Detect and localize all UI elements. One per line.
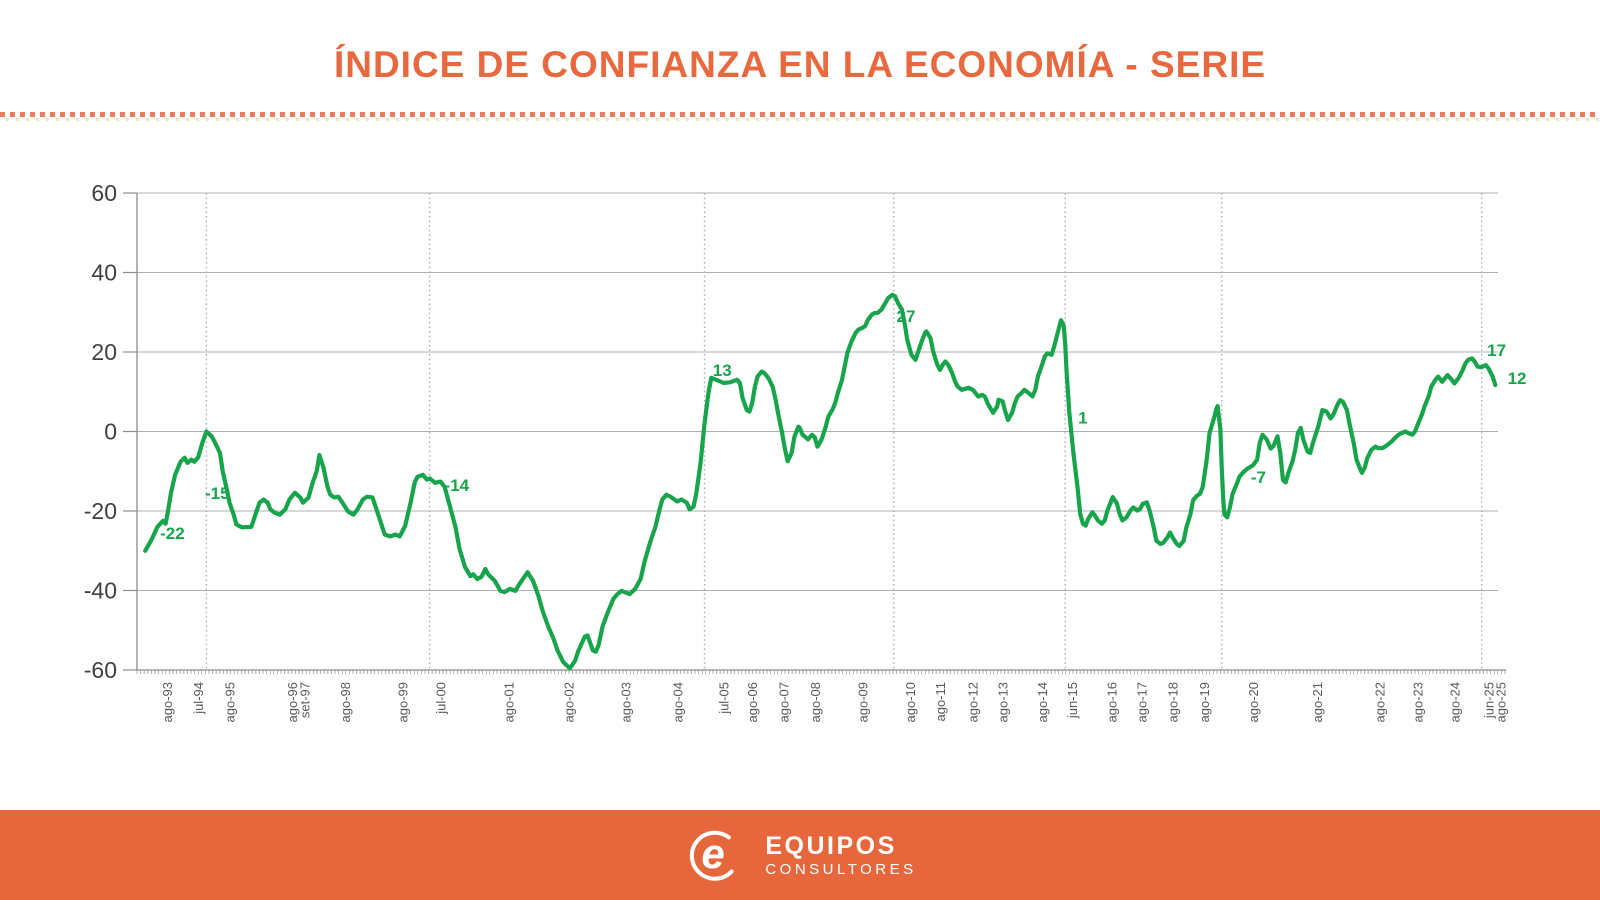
x-tick-label: ago-08 xyxy=(808,682,823,722)
y-tick-label: -20 xyxy=(84,498,117,524)
annotation-label: 13 xyxy=(713,361,732,380)
logo-ring xyxy=(690,830,734,881)
x-tick-label: ago-96 xyxy=(285,682,300,722)
x-tick-label: jun-15 xyxy=(1065,682,1080,719)
x-tick-label: ago-10 xyxy=(903,682,918,722)
footer-brand-bar: e EQUIPOS CONSULTORES xyxy=(0,810,1600,900)
series-line xyxy=(143,292,1498,671)
annotation-label: -22 xyxy=(160,524,185,543)
x-tick-label: jul-00 xyxy=(434,682,449,715)
x-tick-label: ago-13 xyxy=(996,682,1011,722)
x-tick-label: ago-18 xyxy=(1166,682,1181,722)
y-tick-label: 0 xyxy=(104,419,117,445)
x-tick-label: ago-04 xyxy=(670,682,685,722)
chart-area: 60 40 20 0 -20 -40 -60 ago-93 jul-94 ago-95 ago-96… xyxy=(84,180,1527,722)
x-tick-label: jul-94 xyxy=(191,682,206,715)
x-tick-label: jul-05 xyxy=(717,682,732,715)
x-tick-label: ago-16 xyxy=(1104,682,1119,722)
logo-e-glyph: e xyxy=(702,830,725,877)
page-title: ÍNDICE DE CONFIANZA EN LA ECONOMÍA - SER… xyxy=(333,44,1267,85)
annotation-label: -15 xyxy=(205,484,230,503)
y-tick-label: -40 xyxy=(84,578,117,604)
title-separator-dotted-line xyxy=(0,112,1600,122)
y-tick-label: 40 xyxy=(91,260,117,286)
x-tick-label: ago-22 xyxy=(1373,682,1388,722)
x-tick-label: ago-14 xyxy=(1035,682,1050,722)
y-tick-label: -60 xyxy=(84,657,117,683)
x-tick-label: ago-23 xyxy=(1411,682,1426,722)
x-tick-label: ago-93 xyxy=(160,682,175,722)
equipos-e-logo: e xyxy=(690,830,734,881)
x-tick-label: ago-19 xyxy=(1197,682,1212,722)
x-tick-label: ago-06 xyxy=(745,682,760,722)
brand-text-block: EQUIPOS CONSULTORES xyxy=(765,831,917,878)
annotation-label: 27 xyxy=(897,307,916,326)
annotation-label: 12 xyxy=(1508,369,1527,388)
x-tick-label: ago-25 xyxy=(1494,682,1509,722)
x-axis-tick-strip xyxy=(136,670,1506,674)
x-tick-label: ago-07 xyxy=(776,682,791,722)
x-tick-label: ago-09 xyxy=(855,682,870,722)
x-tick-label: ago-21 xyxy=(1310,682,1325,722)
annotation-label: 17 xyxy=(1487,341,1506,360)
x-tick-label: ago-95 xyxy=(223,682,238,722)
y-tick-label: 20 xyxy=(91,339,117,365)
x-tick-label: ago-02 xyxy=(561,682,576,722)
x-tick-label: ago-99 xyxy=(395,682,410,722)
x-tick-label: ago-98 xyxy=(338,682,353,722)
y-tick-label: 60 xyxy=(91,180,117,206)
confidence-line-chart: 60 40 20 0 -20 -40 -60 ago-93 jul-94 ago-95 ago-96… xyxy=(84,180,1527,722)
brand-name: EQUIPOS xyxy=(765,831,897,860)
x-tick-label: ago-01 xyxy=(502,682,517,722)
x-tick-label: ago-03 xyxy=(619,682,634,722)
x-tick-label: ago-20 xyxy=(1246,682,1261,722)
annotation-label: -7 xyxy=(1251,468,1266,487)
x-tick-label: ago-11 xyxy=(933,682,948,722)
x-tick-label: ago-24 xyxy=(1447,682,1462,722)
x-tick-label: set-97 xyxy=(297,682,312,718)
annotation-label: -14 xyxy=(445,476,470,495)
x-tick-label: ago-12 xyxy=(966,682,981,722)
brand-subtitle: CONSULTORES xyxy=(765,860,917,878)
x-tick-label: ago-17 xyxy=(1134,682,1149,722)
x-tick-label: jun-25 xyxy=(1481,682,1496,719)
annotation-label: 1 xyxy=(1078,409,1087,428)
